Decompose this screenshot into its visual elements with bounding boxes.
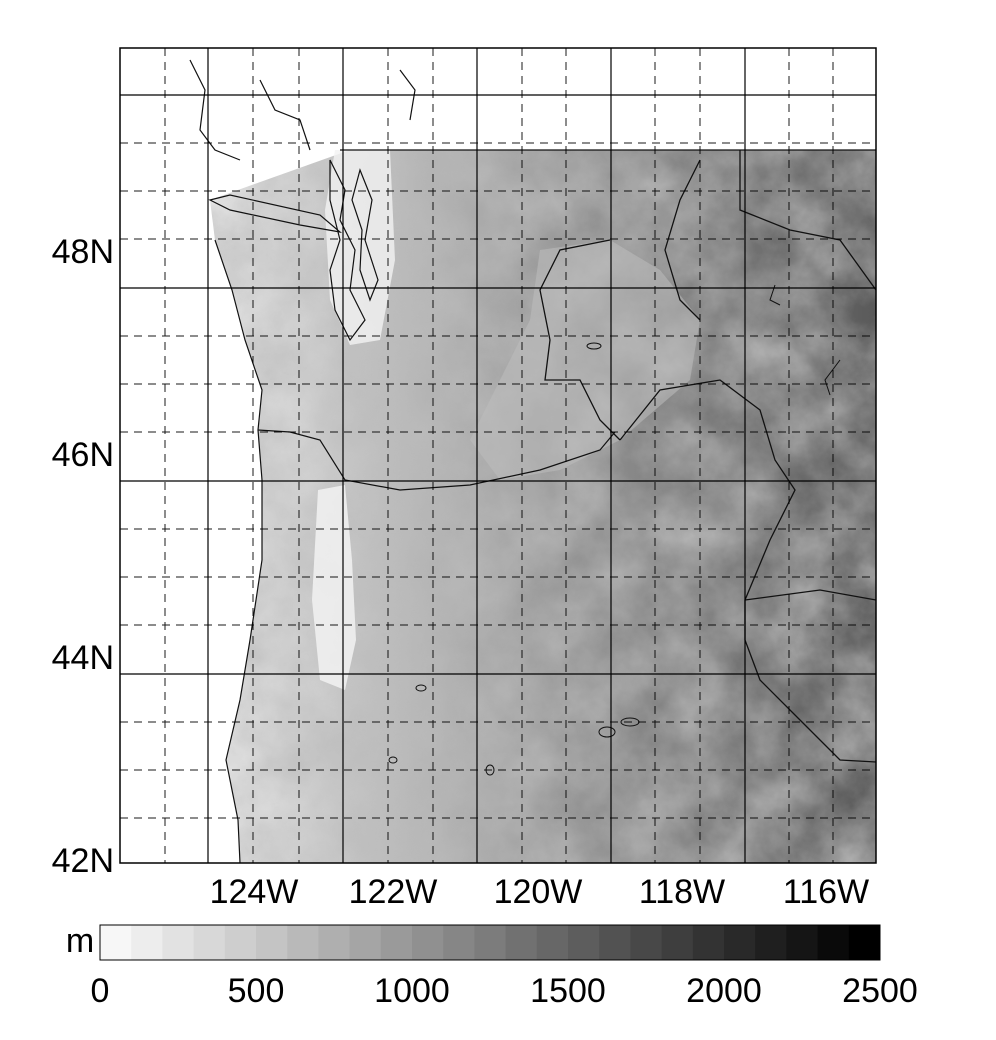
willamette-valley — [312, 485, 356, 690]
colorbar-cell — [568, 925, 600, 960]
grid-solid — [120, 48, 876, 863]
colorbar-cell — [287, 925, 319, 960]
colorbar-tick-label: 1500 — [530, 972, 606, 1010]
lat-label-44n: 44N — [52, 639, 114, 677]
colorbar-tick-label: 2500 — [842, 972, 918, 1010]
colorbar-tick-label: 0 — [91, 972, 110, 1010]
colorbar-cells — [100, 925, 881, 960]
colorbar-cell — [256, 925, 288, 960]
colorbar-cell — [786, 925, 819, 960]
colorbar-cell — [412, 925, 444, 960]
colorbar-cell — [193, 925, 226, 960]
colorbar-cell — [131, 925, 163, 960]
map-frame — [119, 47, 877, 864]
colorbar-cell — [724, 925, 756, 960]
colorbar: m 0 500 1000 1500 2000 2500 — [66, 922, 918, 1010]
colorbar-unit: m — [66, 922, 94, 960]
colorbar-cell — [630, 925, 663, 960]
colorbar-cell — [443, 925, 475, 960]
political-boundaries — [340, 149, 876, 763]
colorbar-cell — [505, 925, 538, 960]
lon-label-120w: 120W — [494, 873, 583, 911]
colorbar-tick-label: 2000 — [686, 972, 762, 1010]
longitude-labels: 124W 122W 120W 118W 116W — [210, 873, 870, 911]
colorbar-cell — [162, 925, 195, 960]
colorbar-cell — [817, 925, 850, 960]
lon-label-116w: 116W — [783, 873, 869, 911]
lat-label-48n: 48N — [52, 233, 114, 271]
colorbar-cell — [848, 925, 881, 960]
columbia-basin — [470, 240, 700, 480]
coastline — [189, 59, 616, 863]
colorbar-cell — [599, 925, 631, 960]
colorbar-tick-label: 1000 — [374, 972, 450, 1010]
colorbar-cell — [661, 925, 694, 960]
colorbar-cell — [474, 925, 507, 960]
lon-label-118w: 118W — [639, 873, 725, 911]
colorbar-cell — [349, 925, 382, 960]
colorbar-cell — [100, 925, 132, 960]
colorbar-cell — [318, 925, 351, 960]
colorbar-tick-label: 500 — [228, 972, 285, 1010]
colorbar-cell — [755, 925, 787, 960]
lon-label-124w: 124W — [210, 873, 299, 911]
colorbar-cell — [380, 925, 413, 960]
lat-label-42n: 42N — [52, 842, 114, 880]
colorbar-cell — [536, 925, 569, 960]
latitude-labels: 48N 46N 44N 42N — [52, 233, 114, 880]
grid-dashed — [120, 48, 876, 863]
colorbar-cell — [692, 925, 725, 960]
lon-label-122w: 122W — [349, 873, 438, 911]
colorbar-cell — [224, 925, 257, 960]
lat-label-46n: 46N — [52, 436, 114, 474]
colorbar-frame — [99, 924, 881, 961]
colorbar-tick-labels: 0 500 1000 1500 2000 2500 — [91, 972, 918, 1010]
map-panel — [120, 48, 876, 863]
